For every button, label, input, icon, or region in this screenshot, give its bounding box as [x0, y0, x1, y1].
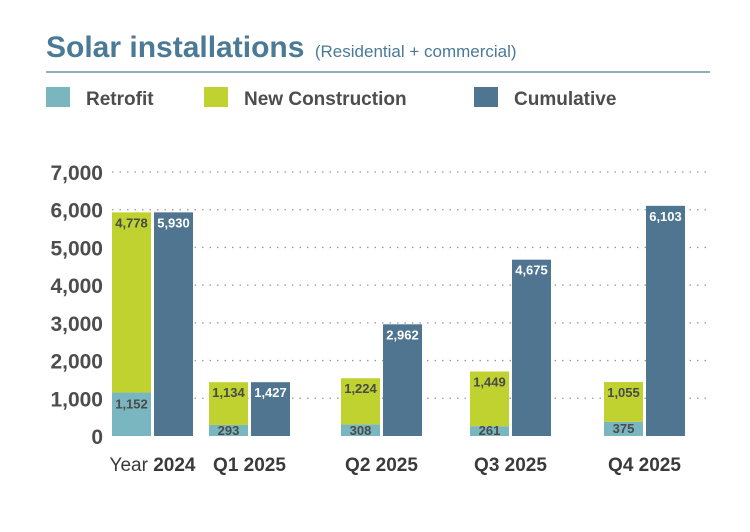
y-tick-label: 7,000 — [50, 162, 103, 185]
y-tick-label: 0 — [91, 426, 103, 449]
bar-cumulative — [251, 382, 290, 436]
bar-retrofit — [112, 392, 151, 436]
x-tick-label: Q2 2025 — [345, 455, 418, 476]
y-tick-label: 2,000 — [50, 351, 103, 374]
bar-cumulative — [512, 259, 551, 436]
bar-retrofit — [470, 426, 509, 436]
data-label-cumulative: 4,675 — [515, 263, 548, 278]
x-axis: Year 2024 Q1 2025 Q2 2025 Q3 2025 Q4 2025 — [110, 455, 682, 476]
data-label-cumulative: 5,930 — [157, 215, 190, 230]
bar-new-construction — [112, 212, 151, 393]
y-tick-label: 3,000 — [50, 313, 103, 336]
y-tick-label: 1,000 — [50, 388, 103, 411]
legend-label-cumulative: Cumulative — [514, 89, 616, 110]
data-label-cumulative: 6,103 — [649, 209, 682, 224]
bar-retrofit — [341, 424, 380, 436]
legend: Retrofit New Construction Cumulative — [46, 87, 616, 110]
legend-swatch-cumulative — [474, 87, 498, 107]
chart-subtitle: (Residential + commercial) — [315, 42, 517, 61]
legend-swatch-retrofit — [46, 87, 70, 107]
y-tick-label: 5,000 — [50, 237, 103, 260]
bar-new-construction — [470, 371, 509, 427]
bar-cumulative — [383, 324, 422, 436]
data-labels: 1,152 4,778 5,930 293 1,134 1,427 308 1,224 2,96… — [115, 209, 682, 438]
chart-title-main: Solar installations — [46, 31, 304, 64]
x-tick-label: Q4 2025 — [608, 455, 681, 476]
bars — [112, 205, 685, 436]
svg-text:Solar installations (Res: Solar installations (Residential + comme… — [46, 31, 517, 64]
data-label-retrofit: 261 — [479, 423, 501, 438]
bar-cumulative — [646, 205, 685, 436]
x-tick-label: Q3 2025 — [474, 455, 547, 476]
x-tick-label: Q1 2025 — [213, 455, 286, 476]
bar-cumulative — [154, 212, 193, 436]
legend-label-new-construction: New Construction — [244, 89, 407, 110]
x-tick-label: Year 2024 — [110, 455, 196, 476]
data-label-new-construction: 1,134 — [212, 385, 245, 400]
bar-new-construction — [341, 378, 380, 425]
data-label-cumulative: 2,962 — [386, 327, 419, 342]
legend-swatch-new-construction — [204, 87, 228, 107]
bar-retrofit — [604, 421, 643, 436]
x-tick-prefix: Year — [110, 455, 154, 476]
data-label-new-construction: 4,778 — [115, 215, 148, 230]
data-label-retrofit: 1,152 — [115, 397, 148, 412]
legend-label-retrofit: Retrofit — [86, 89, 154, 110]
chart-title: Solar installations (Residential + comme… — [46, 31, 517, 64]
bar-new-construction — [209, 382, 248, 425]
bar-new-construction — [604, 382, 643, 422]
x-tick-main: 2024 — [153, 455, 196, 476]
data-label-retrofit: 308 — [350, 423, 372, 438]
x-tick-main: Q3 2025 — [474, 455, 547, 476]
y-tick-label: 4,000 — [50, 275, 103, 298]
x-tick-main: Q2 2025 — [345, 455, 418, 476]
data-label-new-construction: 1,449 — [473, 375, 506, 390]
y-axis: 0 1,000 2,000 3,000 4,000 5,000 6,000 7,000 — [50, 162, 103, 449]
data-label-new-construction: 1,055 — [607, 385, 640, 400]
data-label-cumulative: 1,427 — [254, 385, 287, 400]
y-tick-label: 6,000 — [50, 200, 103, 223]
bar-retrofit — [209, 424, 248, 436]
data-label-retrofit: 375 — [613, 421, 635, 436]
x-tick-main: Q4 2025 — [608, 455, 681, 476]
data-label-retrofit: 293 — [218, 423, 240, 438]
data-label-new-construction: 1,224 — [344, 381, 377, 396]
x-tick-main: Q1 2025 — [213, 455, 286, 476]
